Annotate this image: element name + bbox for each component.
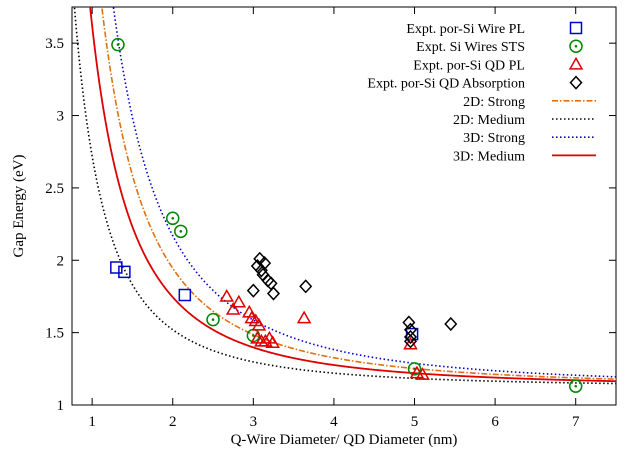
legend-label: Expt. por-Si Wire PL — [406, 22, 525, 37]
legend-marker-ring — [569, 39, 583, 53]
point-triangle — [258, 333, 273, 347]
point-diamond — [403, 334, 418, 349]
legend-label: Expt. Si Wires STS — [416, 40, 525, 55]
point-circle-dot-dot — [574, 384, 578, 388]
point-triangle — [265, 335, 280, 349]
data-points — [110, 37, 583, 393]
point-triangle — [415, 367, 430, 380]
point-square — [110, 261, 123, 274]
legend-marker-dot — [574, 44, 578, 48]
point-circle-dot-dot — [252, 334, 255, 337]
point-diamond — [403, 329, 418, 345]
point-circle-dot — [111, 37, 125, 52]
legend-marker — [568, 56, 584, 70]
y-tick-label: 2.5 — [45, 181, 64, 197]
point-circle-dot-ring — [407, 362, 422, 376]
point-circle-dot-dot — [116, 43, 120, 46]
x-tick-label: 2 — [169, 414, 177, 430]
point-diamond — [266, 286, 280, 301]
y-tick-label: 2 — [57, 253, 65, 269]
point-circle-dot — [206, 312, 220, 327]
point-circle-dot-ring — [174, 224, 188, 239]
point-circle-dot-ring — [165, 211, 180, 226]
x-tick-label: 5 — [411, 414, 419, 430]
curve-3d-medium — [89, 7, 616, 383]
x-tick-label: 6 — [491, 414, 499, 430]
point-diamond — [299, 279, 313, 294]
point-triangle — [219, 288, 235, 302]
curve-2d-medium — [73, 7, 616, 385]
point-triangle — [231, 294, 247, 308]
x-tick-label: 3 — [250, 414, 258, 430]
point-circle-dot — [174, 224, 188, 239]
point-circle-dot-dot — [179, 230, 183, 233]
point-square — [118, 265, 131, 279]
legend-label: 3D: Strong — [463, 131, 525, 146]
plot-frame — [71, 6, 617, 406]
legend-marker — [569, 39, 583, 53]
point-circle-dot-ring — [568, 379, 583, 393]
legend-label: Expt. por-Si QD PL — [413, 58, 525, 73]
legend-label: 2D: Strong — [463, 95, 525, 110]
legend-label: 3D: Medium — [453, 149, 525, 164]
x-axis-title: Q-Wire Diameter/ QD Diameter (nm) — [231, 432, 458, 448]
x-tick-label: 4 — [330, 414, 338, 430]
point-triangle — [296, 310, 312, 324]
x-tick-label: 7 — [572, 414, 580, 430]
curve-3d-strong — [112, 7, 616, 378]
point-circle-dot — [568, 379, 583, 393]
point-diamond — [258, 256, 272, 271]
point-circle-dot — [165, 211, 180, 226]
point-circle-dot-ring — [111, 37, 125, 52]
point-diamond — [402, 315, 416, 330]
point-square — [178, 288, 192, 302]
legend: Expt. por-Si Wire PL Expt. Si Wires STS Ex… — [367, 21, 596, 164]
legend-marker — [569, 21, 583, 35]
x-tick-label: 1 — [88, 414, 96, 430]
legend-label: Expt. por-Si QD Absorption — [367, 77, 525, 92]
y-tick-label: 3.5 — [45, 36, 64, 52]
point-diamond — [246, 283, 260, 298]
y-tick-label: 1.5 — [45, 326, 64, 342]
y-tick-label: 3 — [57, 109, 65, 125]
point-triangle — [225, 301, 241, 315]
point-diamond — [444, 316, 458, 332]
y-tick-label: 1 — [57, 398, 65, 414]
model-curves — [73, 7, 616, 385]
point-triangle — [251, 317, 267, 331]
point-circle-dot-dot — [211, 318, 215, 321]
point-circle-dot-dot — [171, 217, 175, 220]
axis-ticks: 1 2 3 4 5 6 7 1 1.5 2 2.5 3 3.5 — [45, 7, 616, 430]
curve-2d-strong — [101, 7, 616, 380]
legend-label: 2D: Medium — [453, 113, 525, 128]
y-axis-title: Gap Energy (eV) — [11, 154, 27, 257]
legend-marker — [569, 75, 583, 90]
point-circle-dot-ring — [206, 312, 220, 327]
